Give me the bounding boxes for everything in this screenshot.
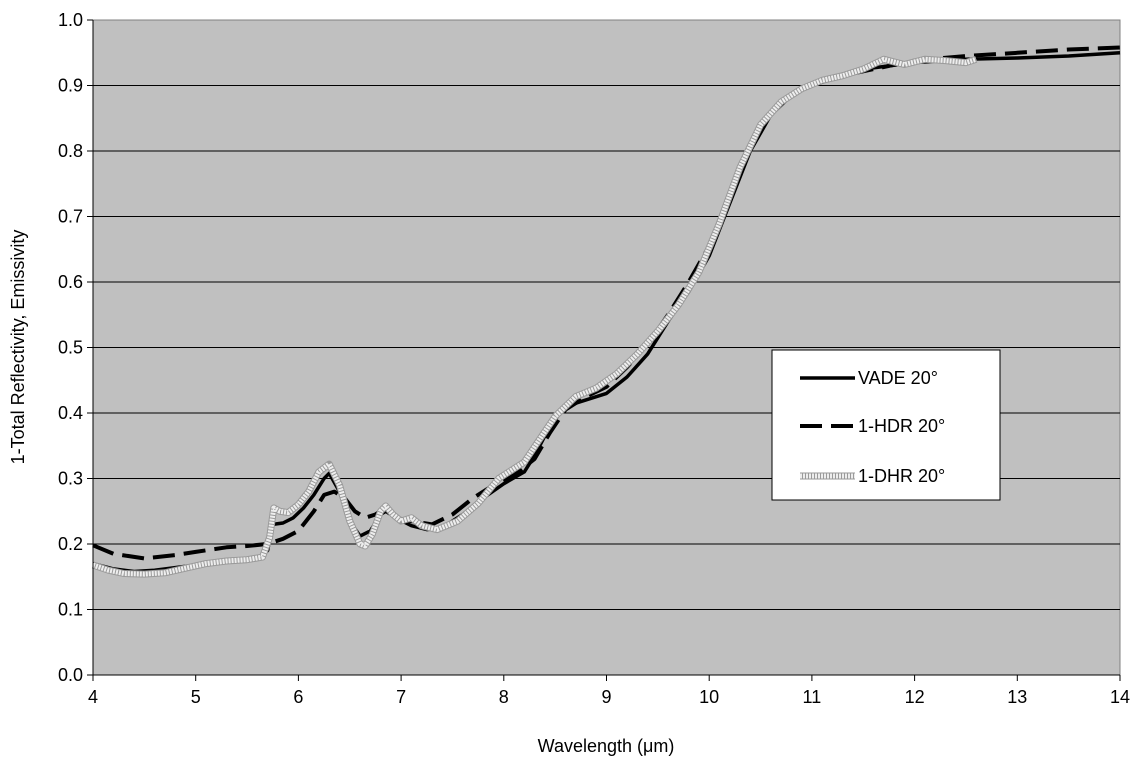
y-tick-label: 0.2 <box>58 534 83 554</box>
legend-label: 1-HDR 20° <box>858 416 945 436</box>
y-tick-labels: 0.0 0.1 0.2 0.3 0.4 0.5 0.6 0.7 0.8 0.9 1.0 <box>58 10 93 685</box>
y-tick-label: 0.4 <box>58 403 83 423</box>
x-tick-label: 10 <box>699 687 719 707</box>
x-tick-label: 4 <box>88 687 98 707</box>
y-tick-label: 0.3 <box>58 469 83 489</box>
x-axis-title: Wavelength (μm) <box>538 736 675 756</box>
legend-label: 1-DHR 20° <box>858 466 945 486</box>
y-tick-label: 0.0 <box>58 665 83 685</box>
x-tick-label: 14 <box>1110 687 1130 707</box>
y-tick-label: 0.9 <box>58 76 83 96</box>
x-tick-label: 9 <box>601 687 611 707</box>
x-tick-label: 8 <box>499 687 509 707</box>
series-lines <box>91 45 1121 578</box>
legend: VADE 20° 1-HDR 20° 1-DHR 20° <box>771 349 1001 501</box>
y-tick-label: 0.5 <box>58 338 83 358</box>
series-line-2 <box>92 56 977 577</box>
x-tick-label: 11 <box>803 687 822 707</box>
x-tick-label: 12 <box>905 687 925 707</box>
x-tick-label: 5 <box>191 687 201 707</box>
x-tick-labels: 4 5 6 7 8 9 10 11 12 13 14 <box>88 675 1130 707</box>
y-axis-title: 1-Total Reflectivity, Emissivity <box>8 230 28 465</box>
y-tick-label: 1.0 <box>58 10 83 30</box>
x-tick-label: 13 <box>1007 687 1027 707</box>
legend-label: VADE 20° <box>858 368 938 388</box>
x-tick-label: 7 <box>396 687 406 707</box>
y-tick-label: 0.6 <box>58 272 83 292</box>
y-tick-label: 0.7 <box>58 207 83 227</box>
y-tick-label: 0.1 <box>58 600 83 620</box>
y-tick-label: 0.8 <box>58 141 83 161</box>
x-tick-label: 6 <box>293 687 303 707</box>
